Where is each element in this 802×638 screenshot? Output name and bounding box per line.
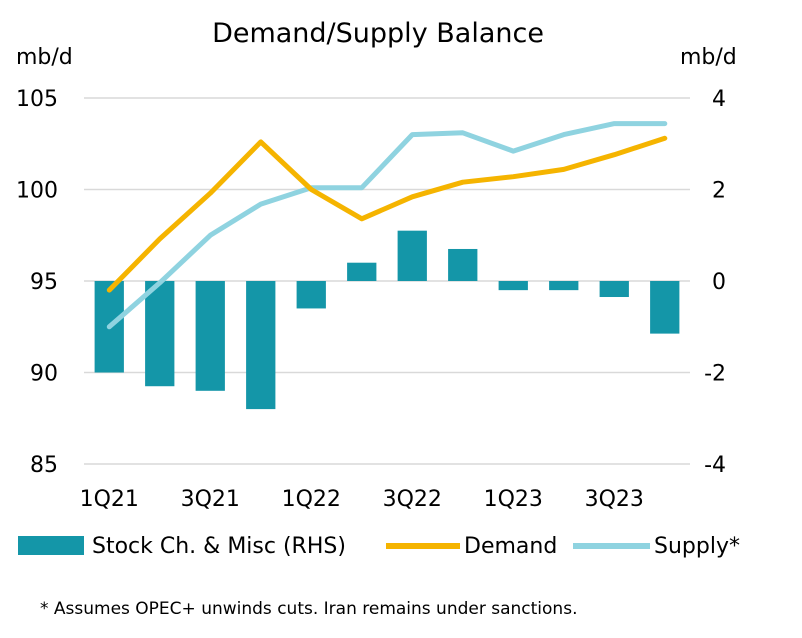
x-axis-ticks: 1Q21 3Q21 1Q22 3Q22 1Q23 3Q23	[80, 487, 644, 512]
right-axis-ticks: 4 2 0 -2 -4	[704, 87, 726, 478]
stock-change-bar	[498, 281, 528, 291]
x-tick-label: 1Q22	[282, 487, 341, 512]
stock-change-bar	[448, 248, 478, 281]
left-axis-ticks: 105 100 95 90 85	[16, 87, 58, 478]
x-tick-label: 1Q21	[80, 487, 139, 512]
left-tick-label: 105	[16, 87, 58, 112]
gridlines	[84, 97, 690, 465]
demand-line	[106, 135, 668, 293]
right-tick-label: 0	[712, 270, 726, 295]
left-tick-label: 85	[30, 453, 58, 478]
stock-change-bar	[549, 281, 579, 291]
right-tick-label: 2	[712, 179, 726, 204]
stock-change-bar	[246, 281, 276, 410]
left-axis-unit: mb/d	[16, 45, 73, 70]
legend: Stock Ch. & Misc (RHS) Demand Supply*	[18, 534, 740, 559]
right-tick-label: -4	[704, 453, 726, 478]
series-lines	[106, 121, 668, 330]
footnote: * Assumes OPEC+ unwinds cuts. Iran remai…	[40, 599, 577, 619]
stock-change-bar	[347, 262, 377, 281]
x-tick-label: 3Q23	[585, 487, 644, 512]
right-tick-label: -2	[704, 362, 726, 387]
stock-change-bar	[296, 281, 326, 309]
right-axis-unit: mb/d	[680, 45, 737, 70]
legend-label-stock: Stock Ch. & Misc (RHS)	[92, 534, 346, 559]
right-tick-label: 4	[712, 87, 726, 112]
supply-line	[106, 121, 668, 330]
stock-change-bar	[397, 230, 427, 281]
left-tick-label: 100	[16, 179, 58, 204]
stock-change-bar	[599, 281, 629, 298]
legend-label-supply: Supply*	[654, 534, 740, 559]
stock-change-bar	[195, 281, 225, 391]
legend-label-demand: Demand	[464, 534, 557, 559]
stock-change-bars	[94, 230, 680, 410]
x-tick-label: 3Q22	[383, 487, 442, 512]
stock-change-bar	[145, 281, 175, 387]
legend-swatch-stock	[18, 536, 84, 555]
left-tick-label: 90	[30, 362, 58, 387]
chart-title: Demand/Supply Balance	[212, 18, 544, 49]
x-tick-label: 3Q21	[181, 487, 240, 512]
left-tick-label: 95	[30, 270, 58, 295]
x-tick-label: 1Q23	[484, 487, 543, 512]
stock-change-bar	[650, 281, 680, 334]
